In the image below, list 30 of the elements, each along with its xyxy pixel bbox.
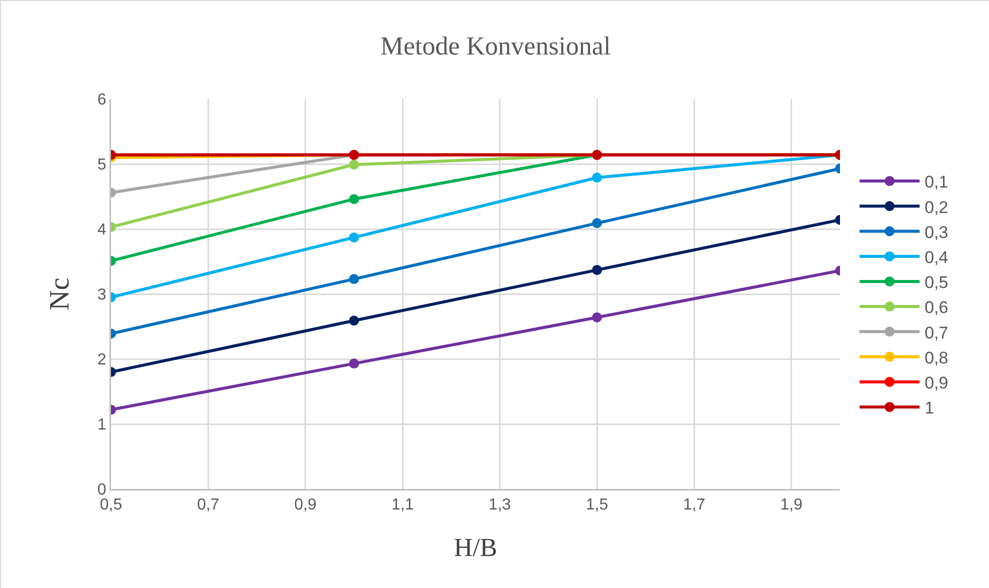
x-tick-label: 1,9 [780,496,803,514]
x-tick-label: 1,5 [586,496,608,514]
point [592,172,602,183]
chart-title: Metode Konvensional [380,31,611,60]
x-tick-label: 1,1 [391,496,414,514]
legend-label: 0,1 [924,172,948,192]
y-axis-title: Nc [44,278,76,310]
x-tick-label: 1,3 [488,496,512,514]
legend-label: 0,9 [924,373,948,392]
x-axis-title: H/B [454,533,498,562]
y-tick-label: 5 [97,156,106,174]
legend-label: 1 [924,398,934,418]
x-tick-label: 0,7 [197,496,220,514]
y-tick-label: 1 [97,416,106,434]
legend-label: 0,2 [924,198,948,217]
legend-label: 0,7 [924,323,948,342]
y-tick-label: 2 [97,352,106,369]
x-tick-label: 0,5 [100,496,122,514]
legend-label: 0,5 [924,273,948,292]
point [349,232,359,242]
y-tick-label: 4 [97,222,106,239]
legend-label: 0,3 [924,222,948,242]
legend-label: 0,8 [924,348,948,368]
y-tick-label: 0 [97,482,106,499]
legend-label: 0,6 [924,298,948,318]
x-tick-label: 1,7 [683,496,706,514]
x-tick-label: 0,9 [294,496,317,514]
y-tick-label: 3 [97,286,106,304]
y-tick-label: 6 [97,92,106,109]
legend-label: 0,4 [924,248,948,267]
